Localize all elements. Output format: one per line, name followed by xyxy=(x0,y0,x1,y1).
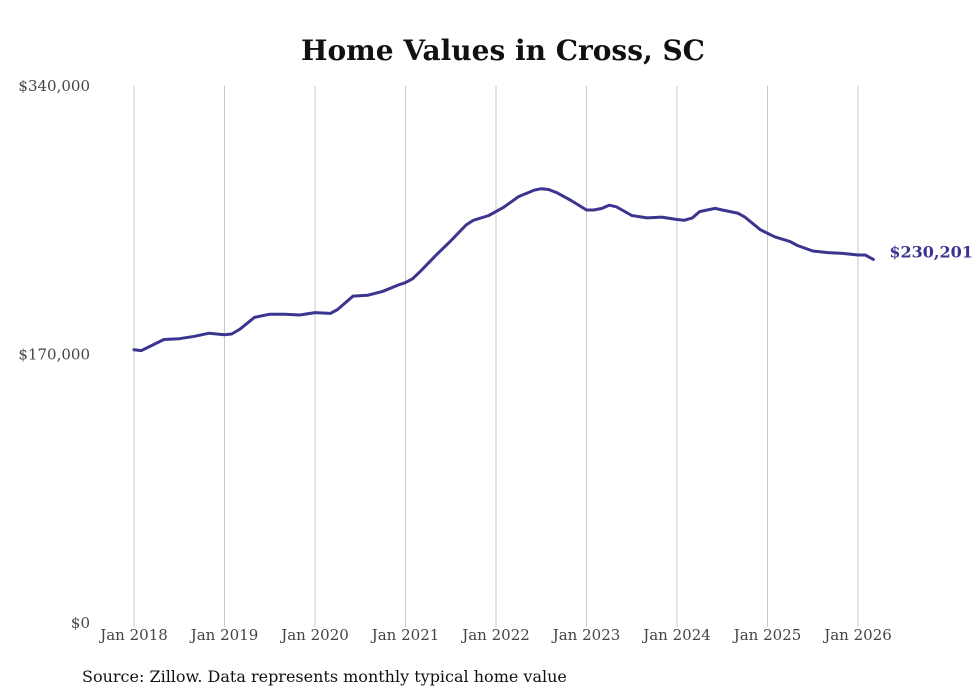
end-value-label: $230,201 xyxy=(889,242,973,261)
y-tick-label: $340,000 xyxy=(18,77,90,95)
y-tick-label: $170,000 xyxy=(18,346,90,364)
x-tick-label: Jan 2023 xyxy=(551,626,621,644)
x-tick-label: Jan 2024 xyxy=(641,626,711,644)
chart-title: Home Values in Cross, SC xyxy=(301,34,705,67)
home-value-line xyxy=(132,187,875,353)
x-tick-label: Jan 2018 xyxy=(98,626,168,644)
gridlines xyxy=(133,86,859,627)
x-tick-label: Jan 2026 xyxy=(822,626,892,644)
x-tick-label: Jan 2022 xyxy=(460,626,530,644)
x-tick-label: Jan 2025 xyxy=(732,626,802,644)
source-note: Source: Zillow. Data represents monthly … xyxy=(82,667,567,686)
series-layer: $230,201 xyxy=(132,187,973,353)
y-axis-ticks: $0 $170,000 $340,000 xyxy=(18,77,90,632)
x-tick-label: Jan 2020 xyxy=(279,626,349,644)
y-tick-label: $0 xyxy=(71,614,90,632)
x-axis-ticks: Jan 2018 Jan 2019 Jan 2020 Jan 2021 Jan 2022… xyxy=(98,626,892,644)
x-tick-label: Jan 2021 xyxy=(370,626,440,644)
line-chart: Home Values in Cross, SC $0 $170,000 $340,… xyxy=(18,34,973,644)
x-tick-label: Jan 2019 xyxy=(189,626,259,644)
